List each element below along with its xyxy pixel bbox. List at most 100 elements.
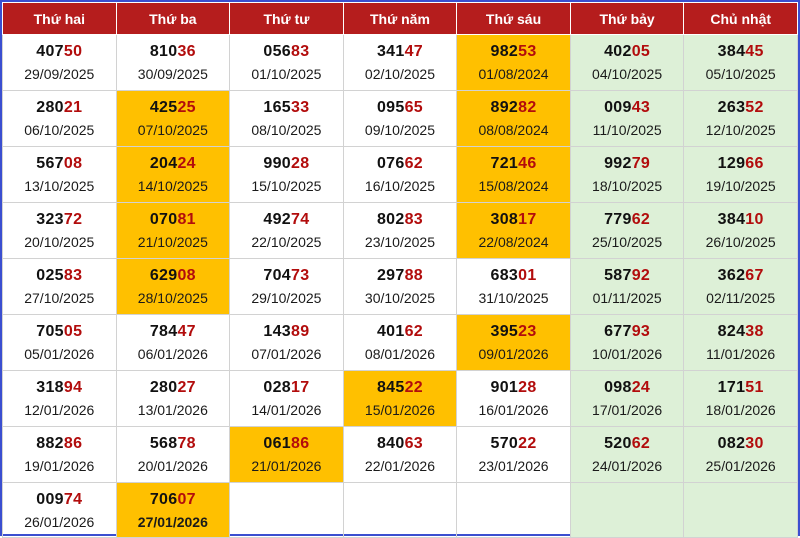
- result-number-prefix: 076: [376, 155, 405, 172]
- result-number-last-two-digits: 83: [404, 211, 423, 228]
- result-number-last-two-digits: 38: [745, 323, 764, 340]
- result-date: 15/10/2025: [251, 178, 322, 194]
- result-number-last-two-digits: 83: [63, 267, 83, 284]
- result-number-last-two-digits: 65: [404, 99, 423, 116]
- result-cell: 72146 15/08/2024: [456, 146, 571, 203]
- result-number-last-two-digits: 47: [177, 323, 196, 340]
- result-date: 11/01/2026: [706, 346, 776, 362]
- result-cell: 56708 13/10/2025: [2, 146, 117, 203]
- weekday-header-6: Thứ bảy: [569, 2, 685, 35]
- result-cell: 70473 29/10/2025: [229, 258, 344, 315]
- result-number-last-two-digits: 89: [291, 323, 310, 340]
- result-number-last-two-digits: 88: [404, 267, 423, 284]
- result-date: 11/10/2025: [592, 122, 662, 138]
- result-date: 22/10/2025: [251, 234, 322, 250]
- result-number-last-two-digits: 27: [177, 379, 196, 396]
- result-number-last-two-digits: 82: [518, 99, 537, 116]
- result-cell: 17151 18/01/2026: [683, 370, 798, 427]
- result-number-prefix: 824: [717, 323, 746, 340]
- result-date: 17/01/2026: [592, 402, 663, 418]
- result-number: 56708: [3, 154, 116, 174]
- result-number-last-two-digits: 25: [177, 99, 196, 116]
- result-number: 34147: [344, 42, 457, 62]
- result-date: 29/10/2025: [251, 290, 322, 306]
- result-number-last-two-digits: 36: [177, 43, 196, 60]
- result-cell: 82438 11/01/2026: [683, 314, 798, 371]
- result-cell: 32372 20/10/2025: [2, 202, 117, 259]
- result-number-last-two-digits: 01: [518, 267, 537, 284]
- result-number-last-two-digits: 21: [63, 99, 83, 116]
- result-cell: 14389 07/01/2026: [229, 314, 344, 371]
- result-cell: 36267 02/11/2025: [683, 258, 798, 315]
- result-date: 23/10/2025: [364, 234, 435, 250]
- week-row: 02583 27/10/2025 62908 28/10/2025 70473 29/10…: [2, 258, 798, 315]
- result-cell: 07662 16/10/2025: [342, 146, 458, 203]
- result-number: 07081: [117, 210, 230, 230]
- result-number-last-two-digits: 78: [177, 435, 196, 452]
- result-date: 08/10/2025: [251, 122, 322, 138]
- result-date: 26/10/2025: [705, 234, 776, 250]
- result-number-prefix: 901: [490, 379, 519, 396]
- result-number-prefix: 341: [376, 43, 405, 60]
- result-number-last-two-digits: 94: [63, 379, 83, 396]
- result-number-prefix: 704: [263, 267, 291, 284]
- result-number: 62908: [117, 266, 230, 286]
- result-date: 13/10/2025: [24, 178, 95, 194]
- result-date: 14/01/2026: [251, 402, 322, 418]
- result-number-prefix: 362: [717, 267, 746, 284]
- result-number-prefix: 568: [149, 435, 178, 452]
- result-date: 23/01/2026: [478, 458, 549, 474]
- result-cell: 12966 19/10/2025: [683, 146, 798, 203]
- result-number: 17151: [684, 378, 797, 398]
- result-date: 09/10/2025: [364, 122, 435, 138]
- result-number-prefix: 395: [490, 323, 519, 340]
- result-date: 05/01/2026: [24, 346, 95, 362]
- result-number-last-two-digits: 22: [404, 379, 423, 396]
- result-date: 06/01/2026: [137, 346, 208, 362]
- result-number-prefix: 982: [490, 43, 519, 60]
- result-number-last-two-digits: 67: [745, 267, 764, 284]
- result-cell: 40750 29/09/2025: [2, 34, 117, 91]
- result-cell: 08230 25/01/2026: [683, 426, 798, 483]
- result-number-last-two-digits: 46: [518, 155, 537, 172]
- result-date: 21/10/2025: [137, 234, 208, 250]
- result-number-last-two-digits: 51: [745, 379, 764, 396]
- result-number-prefix: 384: [717, 211, 746, 228]
- result-number-prefix: 263: [717, 99, 746, 116]
- result-date: 19/01/2026: [24, 458, 95, 474]
- result-cell: 42525 07/10/2025: [115, 90, 231, 147]
- result-number-prefix: 028: [263, 379, 291, 396]
- empty-cell: [456, 482, 571, 538]
- result-date: 27/01/2026: [137, 513, 208, 530]
- result-number-prefix: 587: [604, 267, 632, 284]
- result-date: 18/01/2026: [705, 402, 776, 418]
- result-number: 16533: [230, 98, 343, 118]
- result-number: 30817: [457, 210, 570, 230]
- result-date: 10/01/2026: [592, 346, 663, 362]
- result-date: 30/09/2025: [137, 66, 208, 82]
- weekday-header-3: Thứ tư: [229, 2, 344, 35]
- result-date: 04/10/2025: [592, 66, 663, 82]
- result-date: 27/10/2025: [24, 290, 95, 306]
- result-number-last-two-digits: 81: [177, 211, 196, 228]
- result-number: 82438: [684, 322, 797, 342]
- weekday-header-2: Thứ ba: [115, 2, 231, 35]
- result-number-prefix: 845: [376, 379, 405, 396]
- result-cell: 80283 23/10/2025: [342, 202, 458, 259]
- result-cell: 29788 30/10/2025: [342, 258, 458, 315]
- result-number-last-two-digits: 62: [631, 211, 651, 228]
- result-number: 70473: [230, 266, 343, 286]
- result-number-prefix: 318: [36, 379, 64, 396]
- week-row: 31894 12/01/2026 28027 13/01/2026 02817 14/01…: [2, 370, 798, 427]
- result-number: 84063: [344, 434, 457, 454]
- result-cell: 05683 01/10/2025: [229, 34, 344, 91]
- result-number-last-two-digits: 33: [291, 99, 310, 116]
- result-number-prefix: 840: [376, 435, 405, 452]
- result-number: 81036: [117, 42, 230, 62]
- result-cell: 20424 14/10/2025: [115, 146, 231, 203]
- result-cell: 84063 22/01/2026: [342, 426, 458, 483]
- result-cell: 30817 22/08/2024: [456, 202, 571, 259]
- result-number-prefix: 009: [36, 490, 64, 508]
- result-date: 20/10/2025: [24, 234, 95, 250]
- result-number: 56878: [117, 434, 230, 454]
